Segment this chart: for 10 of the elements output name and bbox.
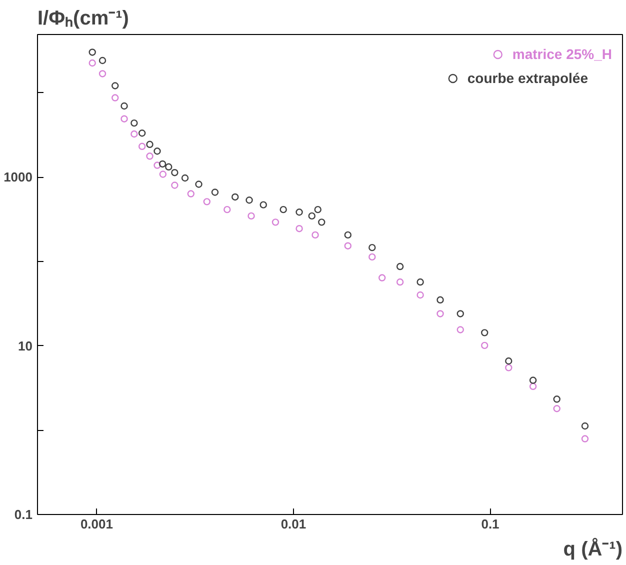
- y-axis-title: I/Φₕ(cm⁻¹): [38, 8, 129, 30]
- legend-label: courbe extrapolée: [467, 70, 588, 86]
- x-tick-label: 0.01: [280, 516, 306, 532]
- legend-label: matrice 25%_H: [512, 46, 612, 62]
- x-axis-title: q (Å⁻¹): [563, 538, 623, 560]
- x-tick-label: 0.1: [481, 516, 500, 532]
- x-tick-label: 0.001: [80, 516, 114, 532]
- y-tick-label: 0.1: [14, 507, 33, 522]
- y-tick-label: 10: [18, 338, 33, 354]
- y-tick-label: 1000: [4, 170, 32, 185]
